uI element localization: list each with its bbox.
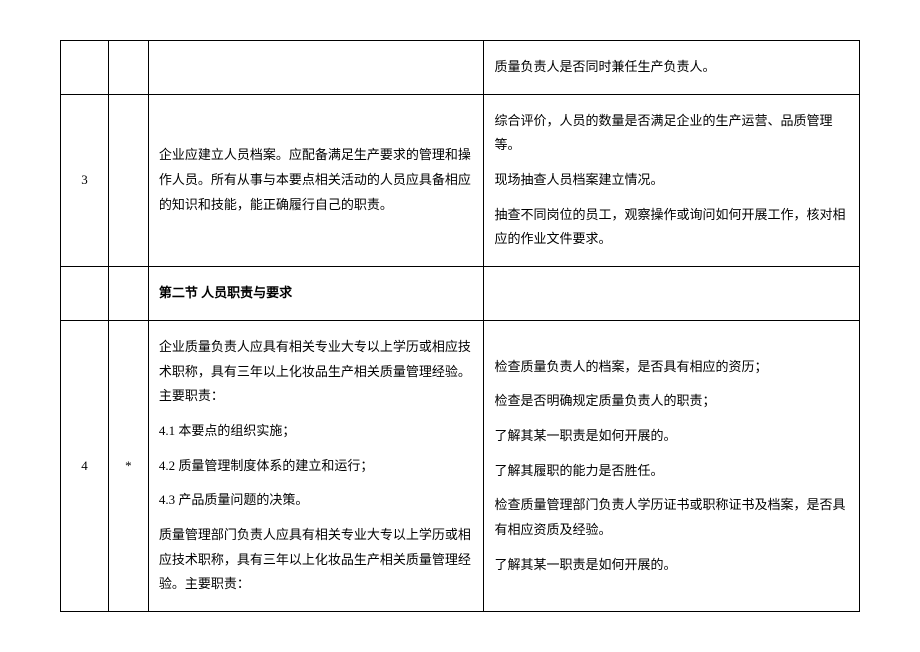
check-line: 了解其某一职责是如何开展的。 (494, 553, 849, 578)
check-line: 综合评价，人员的数量是否满足企业的生产运营、品质管理等。 (494, 109, 849, 158)
req-line: 质量管理部门负责人应具有相关专业大专以上学历或相应技术职称，具有三年以上化妆品生… (159, 523, 474, 597)
requirements-table: 质量负责人是否同时兼任生产负责人。 3 企业应建立人员档案。应配备满足生产要求的… (60, 40, 860, 612)
req-line: 企业应建立人员档案。应配备满足生产要求的管理和操作人员。所有从事与本要点相关活动… (159, 143, 474, 217)
check-line: 现场抽查人员档案建立情况。 (494, 168, 849, 193)
table-row: 3 企业应建立人员档案。应配备满足生产要求的管理和操作人员。所有从事与本要点相关… (61, 94, 860, 266)
check-line: 检查质量管理部门负责人学历证书或职称证书及档案，是否具有相应资质及经验。 (494, 493, 849, 542)
cell-requirement: 企业质量负责人应具有相关专业大专以上学历或相应技术职称，具有三年以上化妆品生产相… (148, 320, 484, 611)
section-header: 第二节 人员职责与要求 (159, 281, 474, 306)
req-line: 4.3 产品质量问题的决策。 (159, 488, 474, 513)
cell-star (108, 267, 148, 321)
table-body: 质量负责人是否同时兼任生产负责人。 3 企业应建立人员档案。应配备满足生产要求的… (61, 41, 860, 612)
cell-num (61, 267, 109, 321)
cell-num (61, 41, 109, 95)
req-line: 4.1 本要点的组织实施； (159, 419, 474, 444)
cell-check: 质量负责人是否同时兼任生产负责人。 (484, 41, 860, 95)
check-line: 了解其某一职责是如何开展的。 (494, 424, 849, 449)
cell-num: 4 (61, 320, 109, 611)
cell-check (484, 267, 860, 321)
check-line: 了解其履职的能力是否胜任。 (494, 459, 849, 484)
cell-requirement: 第二节 人员职责与要求 (148, 267, 484, 321)
table-row: 第二节 人员职责与要求 (61, 267, 860, 321)
check-line: 抽查不同岗位的员工，观察操作或询问如何开展工作，核对相应的作业文件要求。 (494, 203, 849, 252)
cell-check: 综合评价，人员的数量是否满足企业的生产运营、品质管理等。 现场抽查人员档案建立情… (484, 94, 860, 266)
check-line: 质量负责人是否同时兼任生产负责人。 (494, 55, 849, 80)
cell-star: * (108, 320, 148, 611)
cell-star (108, 41, 148, 95)
req-line: 企业质量负责人应具有相关专业大专以上学历或相应技术职称，具有三年以上化妆品生产相… (159, 335, 474, 409)
req-line: 4.2 质量管理制度体系的建立和运行； (159, 454, 474, 479)
cell-num: 3 (61, 94, 109, 266)
cell-requirement: 企业应建立人员档案。应配备满足生产要求的管理和操作人员。所有从事与本要点相关活动… (148, 94, 484, 266)
check-line: 检查是否明确规定质量负责人的职责； (494, 389, 849, 414)
table-row: 4 * 企业质量负责人应具有相关专业大专以上学历或相应技术职称，具有三年以上化妆… (61, 320, 860, 611)
cell-requirement (148, 41, 484, 95)
check-line: 检查质量负责人的档案，是否具有相应的资历； (494, 355, 849, 380)
cell-star (108, 94, 148, 266)
cell-check: 检查质量负责人的档案，是否具有相应的资历； 检查是否明确规定质量负责人的职责； … (484, 320, 860, 611)
table-row: 质量负责人是否同时兼任生产负责人。 (61, 41, 860, 95)
